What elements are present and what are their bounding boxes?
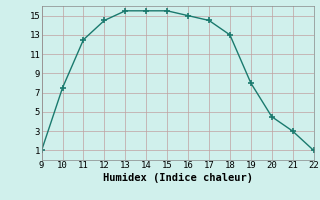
X-axis label: Humidex (Indice chaleur): Humidex (Indice chaleur)	[103, 173, 252, 183]
